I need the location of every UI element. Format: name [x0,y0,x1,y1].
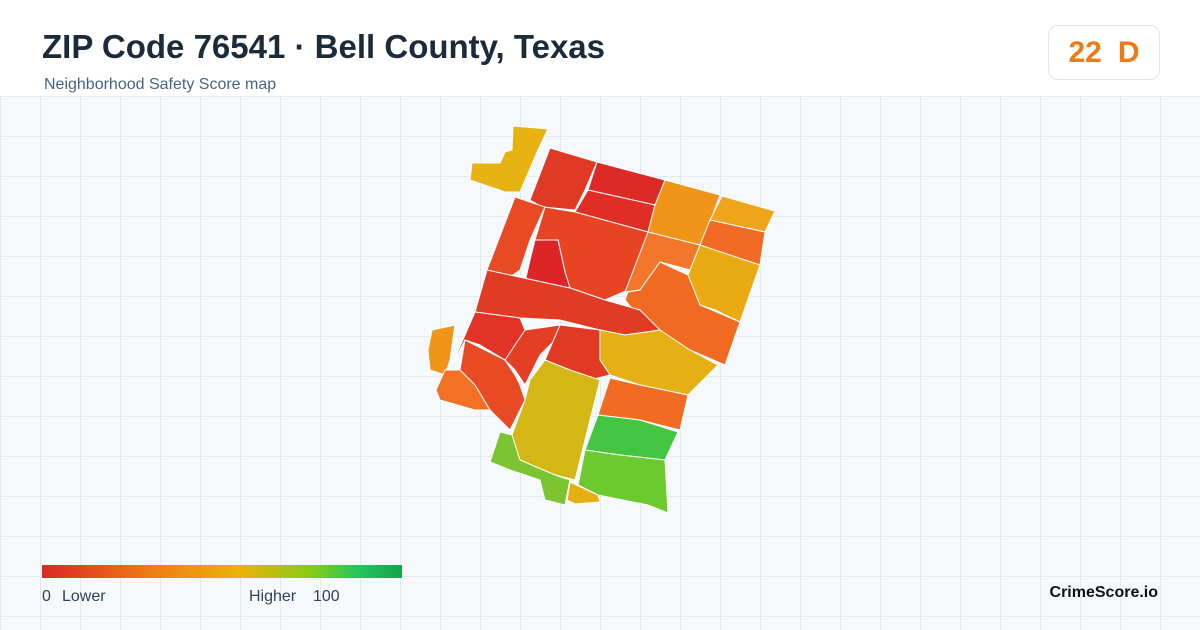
legend-gradient [42,565,402,578]
neighborhood [489,431,571,506]
neighborhood [469,125,549,193]
neighborhood [451,311,526,366]
neighborhood [577,449,669,514]
score-grade: D [1117,35,1140,69]
score-value: 22 [1068,35,1102,69]
neighborhood [435,369,491,411]
subtitle: Neighborhood Safety Score map [44,76,277,93]
legend-min: 0 [42,588,51,605]
neighborhood [566,481,601,505]
legend-max: 100 [313,588,340,605]
score-badge: 22 D [1048,25,1160,80]
title: ZIP Code 76541 · Bell County, Texas [42,28,606,65]
neighborhood [427,324,456,376]
legend-max-label: Higher [249,588,297,605]
legend-min-label: Lower [62,588,106,605]
brand: CrimeScore.io [1049,584,1158,601]
